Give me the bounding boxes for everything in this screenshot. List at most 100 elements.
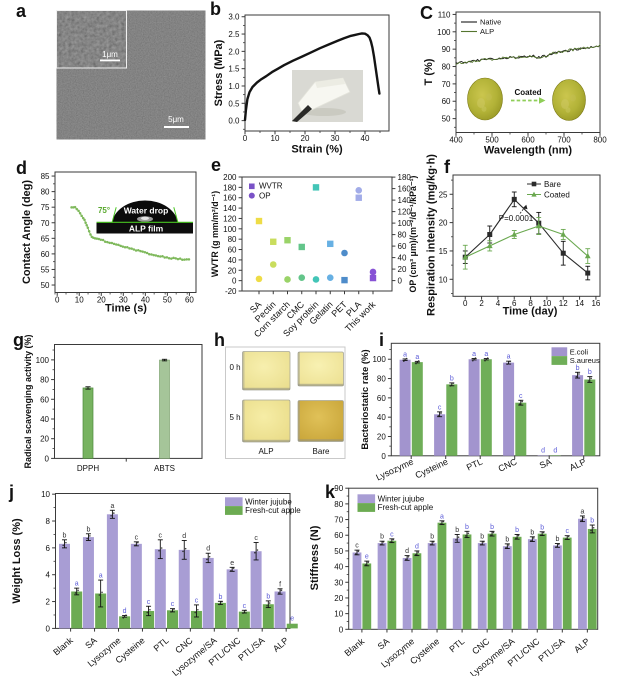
bar-Lysozyme-Winter jujube — [106, 514, 118, 629]
y-tick-label: 70 — [442, 80, 451, 89]
x-tick-label: 10 — [542, 299, 551, 308]
bar-Lysozyme-S.aureus — [411, 362, 423, 456]
p-value-annotation: P=0.0001 — [499, 214, 534, 223]
alp-film-label: ALP film — [129, 224, 164, 234]
replicate-dot — [565, 538, 567, 540]
fruit-body — [467, 77, 503, 121]
y-tick-label: 0.0 — [228, 117, 240, 126]
replicate-dot — [77, 589, 79, 592]
x-tick-label: 700 — [557, 135, 571, 144]
category-label: CNC — [497, 456, 519, 474]
fruit-highlight — [486, 93, 492, 101]
replicate-dot — [62, 544, 64, 547]
category-label: Cysteine — [414, 457, 450, 481]
y-tick-label: 200 — [223, 173, 237, 182]
row-label-5h: 5 h — [229, 413, 240, 422]
y-tick-label: 40 — [228, 256, 237, 265]
data-point — [77, 209, 80, 213]
bar-ALP-Winter jujube — [578, 518, 587, 630]
data-point — [119, 244, 122, 248]
replicate-dot — [442, 520, 445, 523]
x-tick-label: 8 — [528, 299, 533, 308]
right-y-tick-label: 160 — [398, 185, 412, 194]
replicate-dot — [101, 591, 103, 594]
replicate-dot — [482, 541, 485, 543]
bar-Lysozyme/SA-Fresh-cut apple — [214, 602, 226, 629]
significance-letter: b — [515, 527, 519, 534]
legend-marker — [531, 191, 537, 197]
x-axis-title: Time (s) — [105, 303, 147, 315]
panel-label-g: g — [13, 330, 24, 350]
data-point — [99, 238, 103, 241]
x-tick-label: 600 — [521, 135, 535, 144]
apple-photo-5h-alp-shadow — [242, 439, 290, 442]
y-tick-label: 20 — [228, 266, 237, 275]
replicate-dot — [403, 360, 405, 363]
replicate-dot — [206, 558, 208, 561]
replicate-dot — [506, 363, 509, 365]
replicate-dot — [521, 400, 523, 403]
replicate-dot — [173, 608, 175, 610]
replicate-dot — [405, 357, 408, 360]
legend-label: Coated — [544, 190, 570, 199]
y-tick-label: 70 — [334, 516, 343, 525]
data-point — [183, 258, 186, 261]
right-y-tick-label: 40 — [398, 254, 407, 263]
panel-label-c: C — [420, 3, 433, 23]
data-point — [106, 240, 109, 244]
y-tick-label: 15 — [439, 247, 448, 256]
significance-letter: a — [99, 573, 103, 580]
y-tick-label: 90 — [334, 484, 343, 493]
annotation-arrow-head — [522, 204, 528, 210]
replicate-dot — [430, 543, 432, 546]
significance-letter: a — [472, 351, 476, 358]
data-point — [121, 245, 125, 248]
apple-photo-0h-bare-side — [298, 352, 300, 386]
y-tick-label: 60 — [228, 246, 237, 255]
replicate-dot — [194, 611, 196, 614]
wvtr-marker — [355, 194, 362, 201]
film-photo — [292, 70, 363, 122]
y-tick-label: 0 — [45, 454, 50, 463]
replicate-dot — [184, 547, 187, 550]
legend-swatch — [357, 503, 376, 512]
y-tick-label: 55 — [41, 265, 50, 274]
y-tick-label: 70 — [41, 219, 50, 228]
data-point — [170, 257, 173, 260]
replicate-dot — [134, 544, 136, 547]
replicate-dot — [578, 373, 580, 375]
data-point — [85, 224, 88, 227]
replicate-dot — [170, 610, 172, 613]
significance-letter: d — [415, 543, 419, 550]
replicate-dot — [65, 541, 67, 544]
bar-PTL/SA-Winter jujube — [553, 545, 562, 630]
category-label: ALP — [271, 635, 290, 654]
significance-letter: b — [588, 369, 592, 376]
bar-Cysteine-Winter jujube — [130, 543, 142, 629]
bar-PTL/CNC-Winter jujube — [226, 569, 238, 629]
significance-letter: b — [455, 527, 459, 534]
replicate-dot — [266, 604, 268, 607]
bar-Lysozyme-E.coli — [399, 359, 411, 456]
bar-Cysteine-S.aureus — [446, 384, 458, 456]
op-marker — [341, 249, 348, 257]
replicate-dot — [89, 535, 91, 537]
replicate-dot — [367, 561, 370, 564]
coated-caption: Coated — [514, 88, 541, 97]
significance-letter: b — [490, 524, 494, 531]
significance-letter: b — [63, 532, 67, 539]
replicate-dot — [357, 550, 360, 553]
replicate-dot — [532, 537, 535, 539]
row-label-0h: 0 h — [229, 363, 240, 372]
data-point — [112, 242, 116, 246]
sem-inset-texture — [56, 10, 127, 68]
significance-letter: a — [415, 354, 419, 361]
replicate-dot — [567, 535, 570, 538]
annotation-arrow-line — [519, 207, 525, 214]
significance-letter: d — [206, 546, 210, 553]
replicate-dot — [113, 512, 115, 514]
x-tick-label: 40 — [141, 295, 150, 304]
